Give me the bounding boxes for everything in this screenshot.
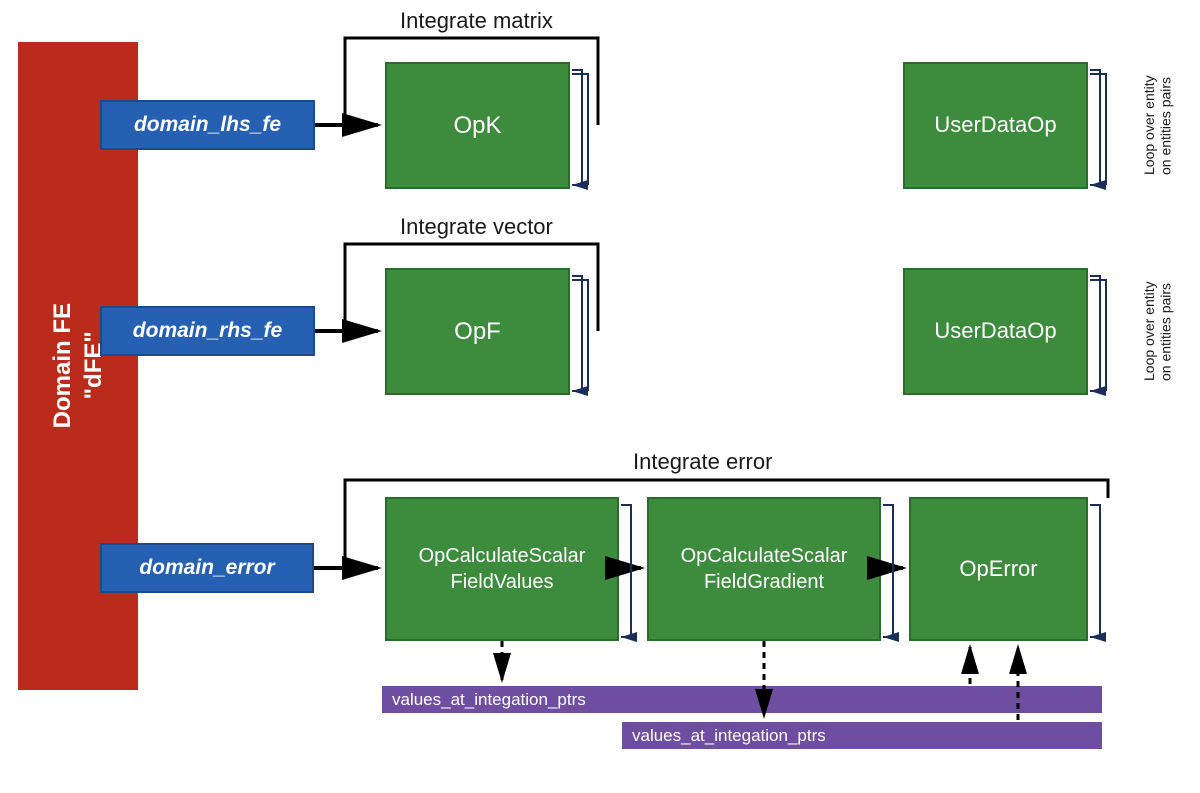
opcalc-fieldvalues: OpCalculateScalar FieldValues bbox=[385, 497, 619, 641]
opf-box: OpF bbox=[385, 268, 570, 395]
domain-lhs-fe: domain_lhs_fe bbox=[100, 100, 315, 150]
integrate-matrix-label: Integrate matrix bbox=[400, 8, 553, 34]
integrate-error-label: Integrate error bbox=[633, 449, 772, 475]
integrate-vector-label: Integrate vector bbox=[400, 214, 553, 240]
userdataop-1: UserDataOp bbox=[903, 62, 1088, 189]
opcalc-fieldgradient: OpCalculateScalar FieldGradient bbox=[647, 497, 881, 641]
values-ptr-1: values_at_integation_ptrs bbox=[382, 686, 1102, 713]
domain-error: domain_error bbox=[100, 543, 314, 593]
userdataop-2: UserDataOp bbox=[903, 268, 1088, 395]
opk-box: OpK bbox=[385, 62, 570, 189]
loop-entity-label-1: Loop over entity on entities pairs bbox=[1124, 62, 1174, 189]
loop-entity-label-2: Loop over entity on entities pairs bbox=[1124, 268, 1174, 395]
values-ptr-2: values_at_integation_ptrs bbox=[622, 722, 1102, 749]
domain-rhs-fe: domain_rhs_fe bbox=[100, 306, 315, 356]
operror: OpError bbox=[909, 497, 1088, 641]
